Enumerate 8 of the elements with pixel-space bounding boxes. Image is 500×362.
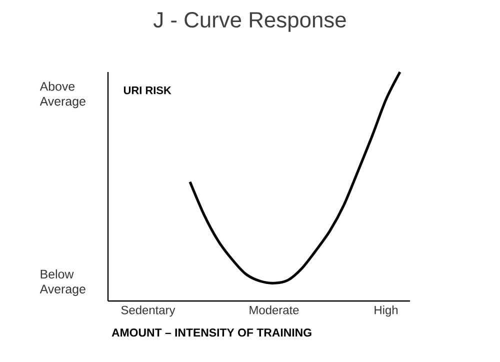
annotation: URI RISK (124, 86, 172, 94)
x-tick-label: Sedentary (121, 306, 176, 317)
x-tick-label: High (374, 306, 398, 317)
x-axis-title: AMOUNT – INTENSITY OF TRAINING (112, 328, 312, 337)
text: Above Average (40, 82, 86, 108)
x-tick-label: Moderate (250, 306, 299, 314)
chart-title: J - Curve Response (154, 12, 346, 32)
text: Below Average (40, 269, 86, 296)
